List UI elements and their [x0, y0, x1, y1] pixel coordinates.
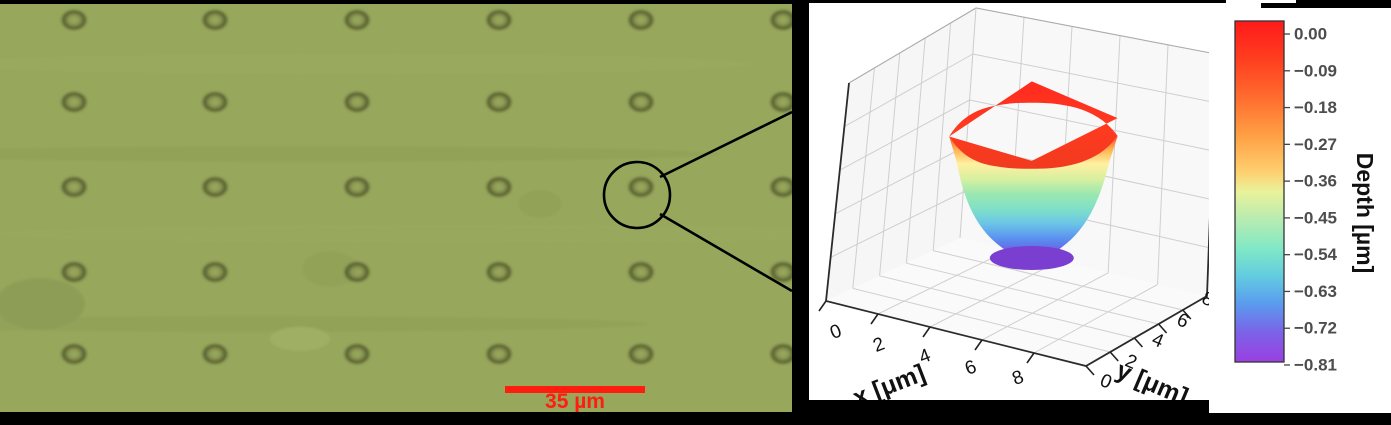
- svg-text:6: 6: [962, 356, 979, 379]
- svg-text:−0.18: −0.18: [1294, 98, 1337, 117]
- svg-text:−0.72: −0.72: [1294, 319, 1337, 338]
- svg-text:0.00: 0.00: [1294, 25, 1327, 44]
- svg-text:−0.09: −0.09: [1294, 61, 1337, 80]
- svg-text:−0.63: −0.63: [1294, 282, 1337, 301]
- svg-text:0: 0: [827, 321, 844, 344]
- svg-text:y [μm]: y [μm]: [1112, 356, 1192, 400]
- svg-text:35 µm: 35 µm: [545, 390, 605, 412]
- svg-text:0: 0: [1097, 370, 1115, 393]
- svg-text:2: 2: [870, 333, 887, 356]
- svg-text:Depth [µm]: Depth [µm]: [1352, 153, 1378, 274]
- svg-text:x [μm]: x [μm]: [849, 359, 929, 400]
- svg-text:4: 4: [1149, 329, 1167, 353]
- svg-text:−0.54: −0.54: [1294, 245, 1338, 264]
- svg-text:−0.27: −0.27: [1294, 135, 1337, 154]
- svg-text:−0.36: −0.36: [1294, 172, 1337, 191]
- svg-text:−0.81: −0.81: [1294, 356, 1337, 375]
- svg-text:8: 8: [1009, 366, 1026, 389]
- svg-text:−0.45: −0.45: [1294, 208, 1337, 227]
